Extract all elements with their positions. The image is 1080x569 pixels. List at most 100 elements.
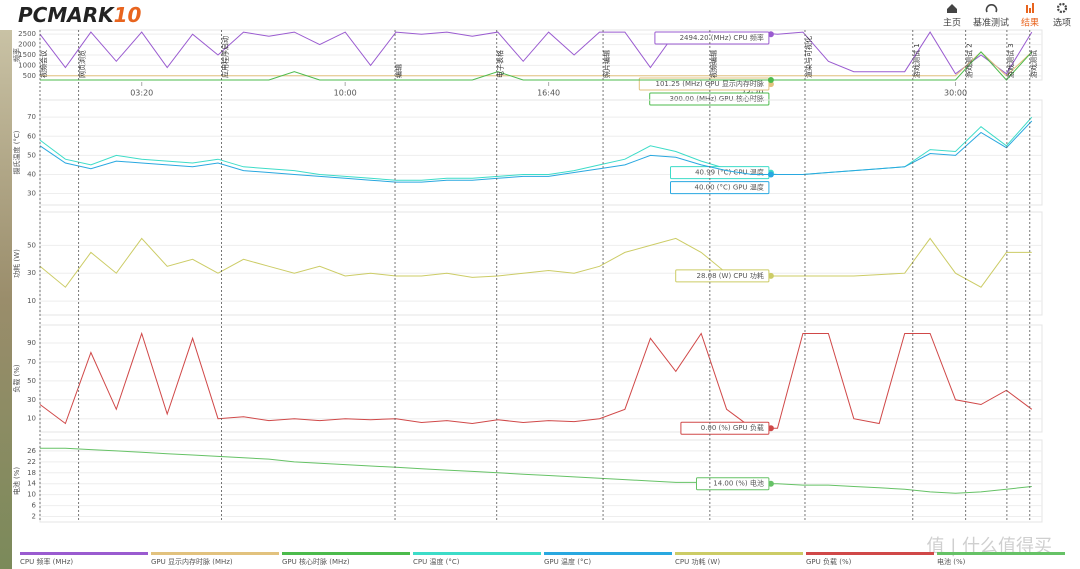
series-line	[39, 331, 1033, 429]
tooltip-box	[680, 421, 770, 435]
settings-icon[interactable]	[1056, 2, 1068, 14]
legend-label: CPU 频率 (MHz)	[20, 557, 73, 566]
y-axis-title: 功耗 (W)	[12, 249, 21, 278]
x-tick-label: 30:00	[944, 89, 967, 98]
tooltip-label: 300.00 (MHz) GPU 核心时脉	[670, 94, 764, 103]
logo-version: 10	[114, 3, 142, 27]
tooltip-label: 14.00 (%) 电池	[713, 479, 764, 488]
plot-area	[39, 99, 1043, 206]
tooltip-box	[649, 92, 770, 106]
phase-label: 编辑	[394, 64, 403, 78]
y-tick-label: 30	[27, 269, 36, 277]
tooltip-label: 40.00 (°C) GPU 温度	[695, 183, 764, 192]
phase-label: 游戏测试 3	[1006, 43, 1015, 78]
tooltip-box	[654, 31, 770, 45]
series-line	[39, 120, 1033, 183]
tooltip-label: 28.08 (W) CPU 功耗	[697, 271, 764, 280]
tooltip-box	[670, 181, 770, 195]
y-tick-label: 1000	[18, 61, 36, 69]
nav-label[interactable]: 选项	[1053, 17, 1071, 29]
legend-swatch	[413, 552, 541, 555]
x-tick-label: 10:00	[334, 89, 357, 98]
y-tick-label: 10	[27, 415, 36, 423]
phase-label: 游戏测试 1	[912, 43, 921, 78]
phase-label: 游戏测试	[1029, 50, 1038, 78]
results-icon[interactable]	[1026, 3, 1034, 13]
phase-label: 视频会议	[39, 50, 48, 78]
nav-label[interactable]: 基准测试	[973, 17, 1009, 29]
y-tick-label: 10	[27, 491, 36, 499]
legend-label: GPU 核心时脉 (MHz)	[282, 557, 350, 566]
legend-swatch	[675, 552, 803, 555]
y-tick-label: 50	[27, 241, 36, 249]
legend-swatch	[282, 552, 410, 555]
nav-icons	[947, 2, 1068, 14]
side-photo	[0, 30, 12, 569]
cursor-dot	[767, 77, 774, 83]
logo-main: PCMARK	[18, 3, 115, 27]
series-line	[39, 237, 1032, 288]
y-tick-label: 2500	[18, 30, 36, 38]
legend-swatch	[20, 552, 148, 555]
phase-label: 应用程序启动	[221, 36, 230, 78]
legend-label: CPU 功耗 (W)	[675, 557, 720, 566]
plot-area	[39, 439, 1043, 523]
tooltip-label: 0.00 (%) GPU 负载	[701, 423, 764, 432]
phase-label: 游戏测试 2	[965, 43, 974, 78]
nav-label[interactable]: 主页	[943, 17, 961, 29]
tooltip-box	[638, 77, 770, 91]
series-line	[40, 447, 1032, 494]
y-tick-label: 18	[27, 469, 36, 477]
y-tick-label: 40	[27, 170, 36, 178]
legend-swatch	[806, 552, 934, 555]
y-tick-label: 30	[27, 396, 36, 404]
y-tick-label: 70	[27, 358, 36, 366]
series-line	[40, 51, 1033, 77]
y-tick-label: 30	[27, 190, 36, 198]
y-tick-label: 6	[32, 502, 37, 510]
phase-label: 照片编辑	[602, 50, 611, 78]
y-tick-label: 50	[27, 377, 36, 385]
series-line	[39, 31, 1033, 75]
series-line	[40, 51, 1033, 81]
y-axis-title: 摄氏温度 (°C)	[12, 130, 21, 174]
y-tick-label: 70	[27, 113, 36, 121]
tooltip-box	[675, 269, 770, 283]
y-tick-label: 2000	[18, 41, 36, 49]
phase-label: 视频编辑	[709, 50, 718, 78]
y-axis-title: 负载 (%)	[12, 364, 21, 393]
x-tick-label: 03:20	[130, 89, 153, 98]
tooltip-label: 2494.20 (MHz) CPU 频率	[680, 33, 764, 42]
y-tick-label: 22	[27, 458, 36, 466]
gauge-icon[interactable]	[985, 4, 998, 13]
phase-label: 渲染与可视化	[804, 36, 813, 78]
y-tick-label: 90	[27, 339, 36, 347]
nav-label[interactable]: 结果	[1021, 17, 1039, 29]
y-tick-label: 500	[23, 72, 36, 80]
home-icon[interactable]	[947, 4, 957, 13]
y-tick-label: 1500	[18, 51, 36, 59]
phase-label: 电子表格	[496, 50, 505, 78]
tooltip-box	[696, 477, 770, 491]
legend-label: CPU 温度 (°C)	[413, 557, 460, 566]
legend-swatch	[151, 552, 279, 555]
watermark: 值 | 什么值得买	[926, 536, 1052, 557]
legend-swatch	[544, 552, 672, 555]
legend-label: GPU 显示内存时脉 (MHz)	[151, 557, 233, 566]
y-tick-label: 26	[27, 447, 36, 455]
legend-label: GPU 温度 (°C)	[544, 557, 591, 566]
y-axis-title: 电池 (%)	[12, 467, 21, 496]
legend-swatch	[937, 552, 1065, 555]
y-tick-label: 60	[27, 132, 36, 140]
legend-label: 电池 (%)	[937, 557, 966, 566]
tooltip-label: 40.99 (°C) CPU 温度	[695, 168, 764, 177]
cursor-dot	[767, 171, 774, 178]
phase-label: 网页浏览	[78, 50, 87, 78]
y-tick-label: 2	[32, 513, 36, 521]
x-tick-label: 16:40	[537, 89, 560, 98]
y-tick-label: 50	[27, 151, 36, 159]
y-axis-title: 频率	[12, 48, 21, 62]
y-tick-label: 10	[27, 297, 36, 305]
